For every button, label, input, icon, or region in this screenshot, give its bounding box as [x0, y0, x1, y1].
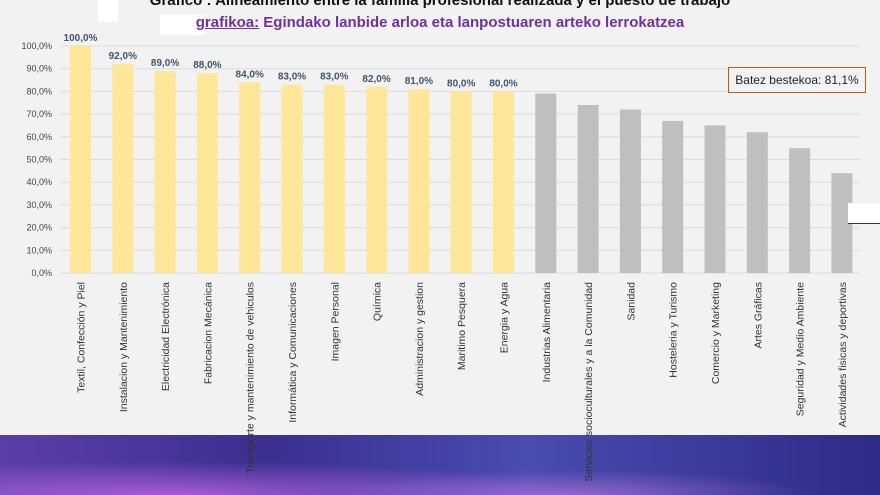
- data-label: 80,0%: [489, 78, 517, 89]
- bar: [493, 91, 514, 274]
- y-tick-label: 30,0%: [26, 200, 52, 210]
- y-tick-label: 0,0%: [31, 268, 52, 278]
- x-tick-label: Administracion y gestion: [414, 282, 426, 396]
- x-tick-label: Artes Gráficas: [752, 282, 764, 349]
- x-tick-label: Seguridad y Medio Ambiente: [795, 282, 807, 416]
- x-tick-label: Informática y Comunicaciones: [287, 282, 299, 423]
- x-tick-label: Electricidad Electrónica: [160, 282, 172, 391]
- x-tick-label: Fabricacion Mecánica: [202, 282, 214, 384]
- bar: [323, 84, 345, 273]
- bar: [746, 132, 768, 273]
- data-label: 100,0%: [64, 33, 98, 44]
- bar: [831, 173, 853, 273]
- data-label: 83,0%: [320, 72, 348, 83]
- x-tick-label: Química: [372, 282, 384, 321]
- x-tick-label: Servicios socioculturales y a la Comunid…: [583, 282, 595, 482]
- y-tick-label: 70,0%: [26, 109, 52, 119]
- x-tick-label: Hosteleria y Turismo: [668, 282, 680, 378]
- bar: [154, 70, 176, 273]
- y-tick-label: 60,0%: [26, 132, 52, 142]
- bar: [619, 109, 641, 273]
- y-tick-label: 90,0%: [26, 64, 52, 74]
- chart-subtitle: grafikoa: Egindako lanbide arloa eta lan…: [0, 14, 880, 31]
- bar: [408, 89, 430, 273]
- bar: [577, 105, 599, 274]
- bar: [70, 46, 91, 273]
- bar: [450, 91, 472, 274]
- x-tick-label: Actividades fisicas y deportivas: [837, 282, 849, 427]
- data-label: 88,0%: [193, 60, 221, 71]
- x-tick-label: Maritimo Pesquera: [456, 282, 468, 370]
- bar: [662, 120, 684, 273]
- subtitle-prefix: grafikoa:: [195, 14, 260, 31]
- bar: [281, 84, 303, 273]
- average-box: Batez bestekoa: 81,1%: [728, 67, 866, 93]
- bar: [535, 93, 557, 273]
- bar: [239, 82, 261, 273]
- data-label: 84,0%: [236, 69, 264, 80]
- x-tick-label: Sanidad: [625, 282, 637, 321]
- y-tick-label: 10,0%: [26, 245, 52, 255]
- white-patch: [160, 15, 205, 35]
- chart-title: Grafico : Alineamiento entre la familia …: [149, 0, 731, 9]
- bar: [789, 148, 811, 273]
- white-patch: [848, 203, 880, 224]
- x-tick-label: Imagen Personal: [329, 282, 341, 361]
- data-label: 83,0%: [278, 72, 306, 83]
- x-tick-label: Transporte y mantenimiento de vehiculos: [245, 282, 257, 474]
- y-tick-label: 80,0%: [26, 86, 52, 96]
- y-tick-label: 20,0%: [26, 223, 52, 233]
- data-label: 89,0%: [151, 58, 179, 69]
- x-tick-label: Industrias Alimentaria: [541, 282, 553, 383]
- white-patch: [98, 0, 118, 22]
- bar: [366, 86, 388, 273]
- bar: [112, 64, 134, 273]
- y-tick-label: 100,0%: [21, 41, 52, 51]
- data-label: 80,0%: [447, 78, 475, 89]
- x-tick-label: Energia y Agua: [499, 282, 511, 353]
- bar: [704, 125, 726, 273]
- y-tick-label: 40,0%: [26, 177, 52, 187]
- x-tick-label: Textil, Confección y Piel: [76, 282, 88, 393]
- x-tick-label: Instalacion y Mantenimiento: [118, 282, 130, 412]
- data-label: 82,0%: [362, 74, 390, 85]
- bar: [196, 73, 218, 274]
- x-tick-label: Comercio y Marketing: [710, 282, 722, 384]
- data-label: 81,0%: [405, 76, 433, 87]
- subtitle-text: Egindako lanbide arloa eta lanpostuaren …: [259, 14, 685, 31]
- data-label: 92,0%: [109, 51, 137, 62]
- y-tick-label: 50,0%: [26, 155, 52, 165]
- decorative-background-band: [0, 435, 880, 495]
